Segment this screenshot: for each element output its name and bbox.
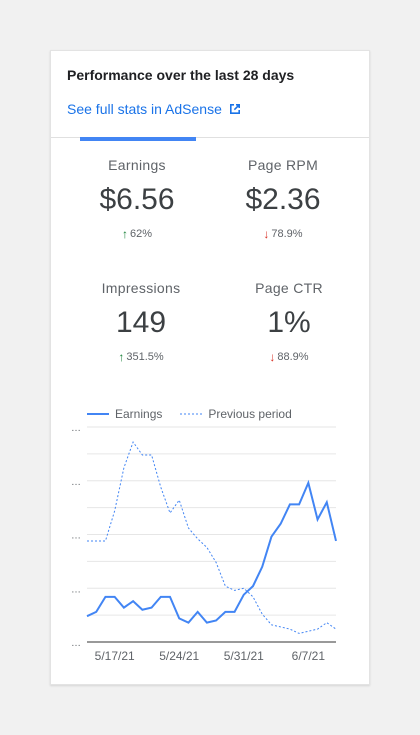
chart-legend: Earnings Previous period	[87, 407, 310, 421]
arrow-up-icon: ↑	[121, 227, 128, 241]
x-tick-label: 5/31/21	[224, 649, 264, 663]
metric-label: Impressions	[101, 280, 181, 296]
header-divider	[51, 137, 369, 138]
legend-label: Earnings	[115, 407, 163, 421]
performance-card: Performance over the last 28 days See fu…	[50, 50, 370, 685]
series-line-previous-period	[87, 440, 337, 634]
card-title: Performance over the last 28 days	[67, 67, 295, 83]
external-link-icon[interactable]	[228, 102, 242, 116]
metric-label: Page CTR	[255, 280, 323, 296]
metric-page-rpm[interactable]: Page RPM $2.36 ↓ 78.9%	[213, 157, 353, 241]
x-tick-label: 6/7/21	[292, 649, 326, 663]
arrow-down-icon: ↓	[263, 227, 270, 241]
legend-label: Previous period	[208, 407, 292, 421]
x-tick-label: 5/24/21	[159, 649, 199, 663]
adsense-stats-link[interactable]: See full stats in AdSense	[67, 101, 242, 117]
arrow-down-icon: ↓	[269, 350, 276, 364]
metric-value: $6.56	[99, 183, 175, 216]
adsense-link-label[interactable]: See full stats in AdSense	[67, 101, 222, 117]
metric-value: 1%	[267, 306, 311, 339]
metric-delta: ↑ 351.5%	[71, 350, 211, 364]
metric-earnings[interactable]: Earnings $6.56 ↑ 62%	[67, 157, 207, 241]
metric-value: 149	[115, 306, 167, 339]
metric-label: Page RPM	[247, 157, 319, 173]
selected-tab-indicator	[80, 137, 196, 141]
metric-label: Earnings	[108, 157, 166, 173]
metric-delta-value: 88.9%	[277, 351, 309, 363]
y-tick-label: …	[71, 531, 81, 542]
performance-chart: … … … … … 5/17/21 5/24/21 5/31/21 6/7/21	[71, 423, 337, 663]
metric-value: $2.36	[245, 183, 321, 216]
metric-delta: ↓ 78.9%	[213, 227, 353, 241]
legend-dashed-line	[180, 413, 203, 415]
y-tick-label: …	[71, 584, 81, 595]
series-line-earnings	[86, 479, 337, 624]
metric-delta-value: 351.5%	[126, 351, 164, 363]
y-tick-label: …	[71, 477, 81, 488]
legend-item-earnings[interactable]: Earnings	[87, 407, 162, 421]
legend-solid-line	[87, 413, 109, 415]
metric-page-ctr[interactable]: Page CTR 1% ↓ 88.9%	[219, 280, 359, 364]
metric-delta: ↓ 88.9%	[219, 350, 359, 364]
metric-delta-value: 62%	[129, 228, 153, 240]
y-tick-label: …	[71, 638, 81, 649]
x-tick-label: 5/17/21	[95, 649, 135, 663]
legend-item-previous[interactable]: Previous period	[180, 407, 292, 421]
arrow-up-icon: ↑	[118, 350, 125, 364]
y-tick-label: …	[71, 423, 81, 434]
metric-delta-value: 78.9%	[271, 228, 303, 240]
metric-delta: ↑ 62%	[67, 227, 207, 241]
metric-impressions[interactable]: Impressions 149 ↑ 351.5%	[71, 280, 211, 364]
